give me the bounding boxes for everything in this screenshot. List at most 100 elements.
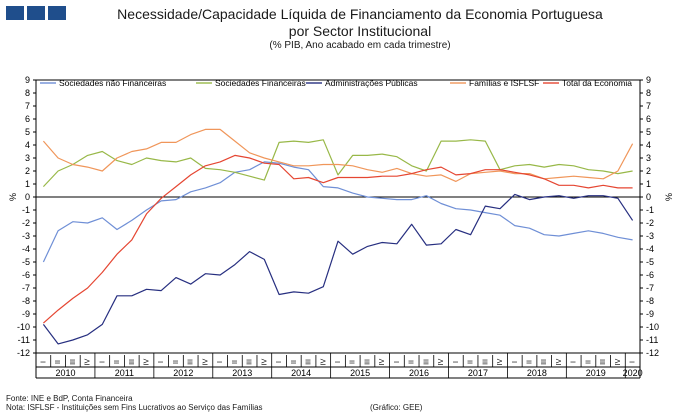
quarter-tick-label: II bbox=[291, 360, 298, 364]
plot-frame bbox=[35, 79, 641, 354]
year-label: 2010 bbox=[55, 368, 75, 378]
quarter-tick-label: III bbox=[482, 359, 489, 365]
y-tick-label-left: -6 bbox=[22, 270, 30, 280]
y-tick-label-left: -5 bbox=[22, 257, 30, 267]
quarter-tick-label: I bbox=[158, 361, 165, 363]
y-tick-label-right: -1 bbox=[646, 205, 654, 215]
y-tick-label-right: -5 bbox=[646, 257, 654, 267]
quarter-tick-label: II bbox=[114, 360, 121, 364]
y-tick-label-left: 7 bbox=[25, 101, 30, 111]
year-label: 2016 bbox=[409, 368, 429, 378]
quarter-tick-label: III bbox=[247, 359, 254, 365]
quarter-tick-label: IV bbox=[202, 358, 209, 365]
y-tick-label-left: -7 bbox=[22, 283, 30, 293]
year-label: 2015 bbox=[350, 368, 370, 378]
quarter-tick-label: II bbox=[585, 360, 592, 364]
quarter-tick-label: IV bbox=[615, 358, 622, 365]
y-tick-label-left: -8 bbox=[22, 296, 30, 306]
series-line-2 bbox=[42, 139, 633, 188]
quarter-tick-label: I bbox=[394, 361, 401, 363]
year-label: 2020 bbox=[623, 368, 643, 378]
quarter-tick-label: I bbox=[276, 361, 283, 363]
year-label: 2017 bbox=[468, 368, 488, 378]
y-tick-label-right: -6 bbox=[646, 270, 654, 280]
y-tick-label-right: 5 bbox=[646, 127, 651, 137]
year-label: 2013 bbox=[232, 368, 252, 378]
y-tick-label-right: -8 bbox=[646, 296, 654, 306]
year-label: 2019 bbox=[586, 368, 606, 378]
legend-label: Sociedades não Financeiras bbox=[59, 78, 166, 88]
quarter-tick-label: IV bbox=[320, 358, 327, 365]
y-tick-label-right: -2 bbox=[646, 218, 654, 228]
quarter-tick-label: IV bbox=[556, 358, 563, 365]
chart-title: Necessidade/Capacidade Líquida de Financ… bbox=[117, 6, 603, 22]
y-tick-label-left: 0 bbox=[25, 192, 30, 202]
y-tick-label-left: -12 bbox=[17, 348, 30, 358]
y-tick-label-right: 2 bbox=[646, 166, 651, 176]
chart-title-line2: por Sector Institucional bbox=[288, 23, 432, 39]
y-tick-label-right: 9 bbox=[646, 75, 651, 85]
series-line-5 bbox=[43, 154, 633, 324]
quarter-tick-label: III bbox=[423, 359, 430, 365]
quarter-tick-label: III bbox=[70, 359, 77, 365]
chart-credit: (Gráfico: GEE) bbox=[370, 403, 423, 412]
y-tick-label-left: -1 bbox=[22, 205, 30, 215]
quarter-tick-label: I bbox=[40, 361, 47, 363]
line-chart: 9 9 8 8 7 7 6 6 5 5 4 4 3 3 2 2 1 1 0 0 -1 -1 -2 -2 -3 -3 -4 -4 -5 -5… bbox=[8, 75, 674, 379]
quarter-tick-label: IV bbox=[379, 358, 386, 365]
quarter-tick-label: I bbox=[217, 361, 224, 363]
legend-label: Administrações Públicas bbox=[325, 78, 418, 88]
quarter-tick-label: II bbox=[232, 360, 239, 364]
y-axis-label-left: % bbox=[8, 193, 18, 201]
y-tick-label-left: 5 bbox=[25, 127, 30, 137]
quarter-tick-label: I bbox=[335, 361, 342, 363]
y-tick-label-right: -9 bbox=[646, 309, 654, 319]
quarter-tick-label: III bbox=[306, 359, 313, 365]
quarter-tick-label: II bbox=[55, 360, 62, 364]
y-axis-label-right: % bbox=[664, 193, 674, 201]
y-tick-label-right: 6 bbox=[646, 114, 651, 124]
series-line-4 bbox=[42, 128, 634, 182]
y-tick-label-left: 8 bbox=[25, 88, 30, 98]
y-tick-label-left: 3 bbox=[25, 153, 30, 163]
series-line-1 bbox=[42, 161, 633, 263]
y-tick-label-right: -11 bbox=[646, 335, 658, 345]
y-tick-label-left: 4 bbox=[25, 140, 30, 150]
y-tick-label-right: 8 bbox=[646, 88, 651, 98]
legend-label: Sociedades Financeiras bbox=[215, 78, 306, 88]
y-tick-label-right: 3 bbox=[646, 153, 651, 163]
quarter-tick-label: III bbox=[188, 359, 195, 365]
y-tick-label-right: 1 bbox=[646, 179, 651, 189]
y-tick-label-left: 2 bbox=[25, 166, 30, 176]
y-tick-label-left: -4 bbox=[22, 244, 30, 254]
quarter-tick-label: III bbox=[600, 359, 607, 365]
y-tick-label-left: 6 bbox=[25, 114, 30, 124]
quarter-tick-label: III bbox=[541, 359, 548, 365]
quarter-tick-label: I bbox=[512, 361, 519, 363]
y-tick-label-right: 0 bbox=[646, 192, 651, 202]
y-tick-label-left: -9 bbox=[22, 309, 30, 319]
y-tick-label-left: -3 bbox=[22, 231, 30, 241]
y-tick-label-right: -12 bbox=[646, 348, 659, 358]
source-note: Fonte: INE e BdP, Conta Financeira bbox=[6, 394, 133, 403]
year-label: 2014 bbox=[291, 368, 311, 378]
footnote: Nota: ISFLSF - Instituições sem Fins Luc… bbox=[6, 403, 263, 412]
y-tick-label-left: 9 bbox=[25, 75, 30, 85]
year-label: 2018 bbox=[527, 368, 547, 378]
y-tick-label-right: -7 bbox=[646, 283, 654, 293]
chart-subtitle: (% PIB, Ano acabado em cada trimestre) bbox=[269, 40, 451, 51]
quarter-tick-label: IV bbox=[438, 358, 445, 365]
quarter-tick-label: III bbox=[129, 359, 136, 365]
legend-label: Famílias e ISFLSF bbox=[469, 78, 539, 88]
y-tick-label-right: 7 bbox=[646, 101, 651, 111]
quarter-tick-label: II bbox=[173, 360, 180, 364]
quarter-tick-label: IV bbox=[261, 358, 268, 365]
year-label: 2011 bbox=[115, 368, 134, 378]
quarter-tick-label: II bbox=[527, 360, 534, 364]
y-tick-label-right: -10 bbox=[646, 322, 659, 332]
y-tick-label-left: -2 bbox=[22, 218, 30, 228]
y-tick-label-right: -4 bbox=[646, 244, 654, 254]
quarter-tick-label: IV bbox=[85, 358, 92, 365]
gee-logo bbox=[6, 6, 66, 20]
quarter-tick-label: IV bbox=[143, 358, 150, 365]
